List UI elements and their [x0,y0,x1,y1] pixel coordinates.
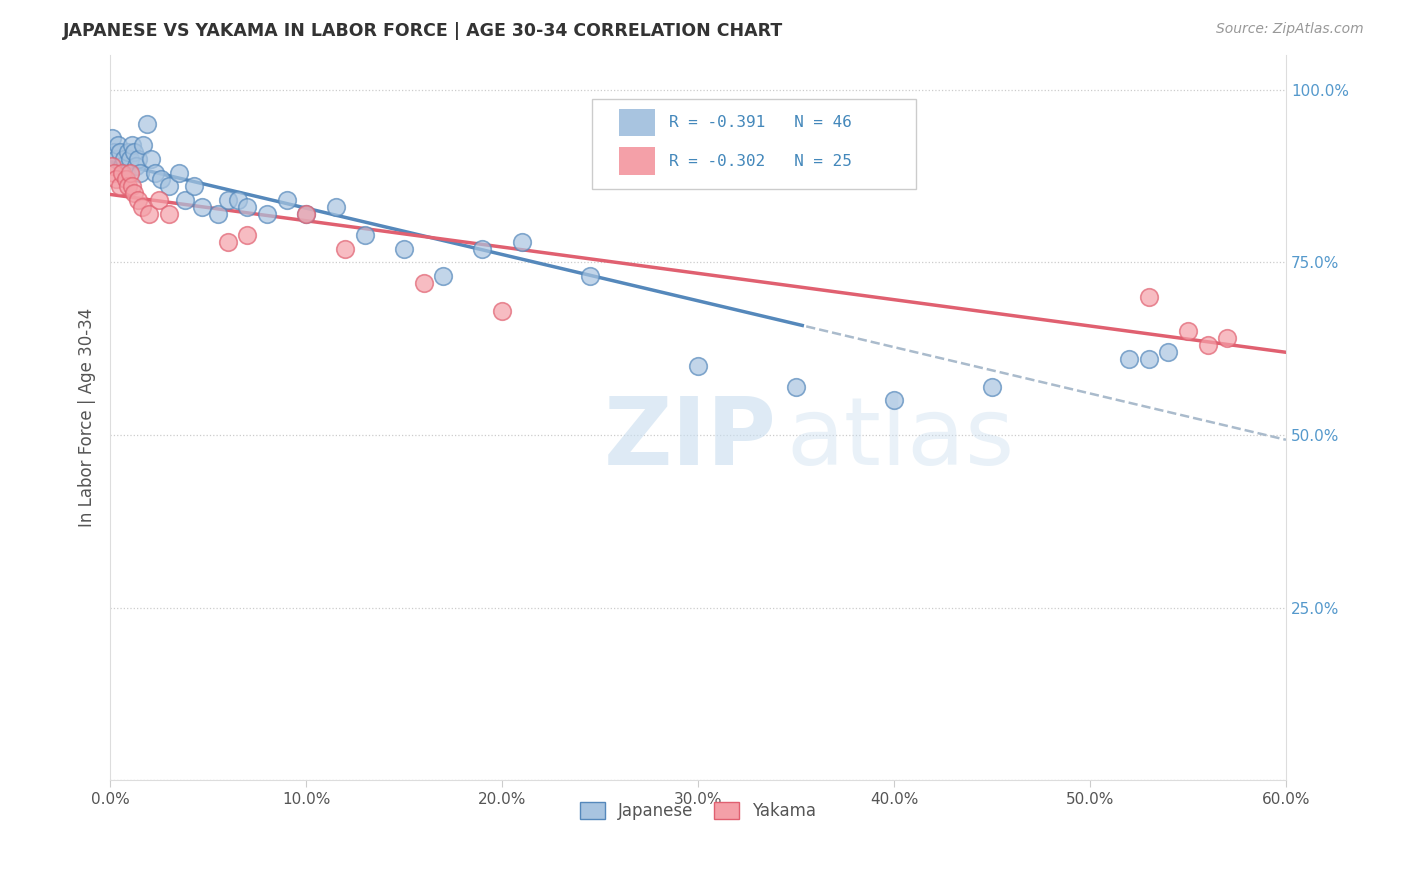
Point [121,179,143,194]
Point [167,165,190,179]
Text: R = -0.302   N = 25: R = -0.302 N = 25 [669,153,852,169]
Point [105,152,128,166]
Point [510,235,533,249]
Point [491,303,513,318]
Point [392,242,415,256]
Point [141,152,163,166]
Point [1157,345,1180,359]
Point [335,242,357,256]
Point [295,207,318,221]
FancyBboxPatch shape [592,99,915,189]
Point [785,379,807,393]
Point [226,193,249,207]
Point [118,152,141,166]
Point [1137,351,1160,366]
Point [236,200,259,214]
Point [121,137,143,152]
Point [138,207,160,221]
Point [114,165,136,179]
Point [108,179,131,194]
Point [579,269,602,284]
Point [471,242,494,256]
Text: R = -0.391   N = 46: R = -0.391 N = 46 [669,115,852,130]
Point [131,200,153,214]
Point [143,165,166,179]
Point [111,159,134,173]
Point [136,117,159,131]
Legend: Japanese, Yakama: Japanese, Yakama [574,795,823,826]
Point [128,165,150,179]
Text: atlas: atlas [786,393,1015,485]
Text: Source: ZipAtlas.com: Source: ZipAtlas.com [1216,22,1364,37]
Point [217,193,239,207]
Point [117,145,139,159]
Point [1216,331,1239,345]
Point [114,172,136,186]
Point [432,269,454,284]
Point [981,379,1004,393]
Y-axis label: In Labor Force | Age 30-34: In Labor Force | Age 30-34 [79,308,96,527]
Point [207,207,229,221]
Point [157,207,180,221]
Point [1197,338,1219,352]
Point [217,235,239,249]
Point [112,152,135,166]
Point [127,193,149,207]
Point [107,137,129,152]
Point [103,165,125,179]
Bar [619,109,655,136]
Point [105,172,128,186]
Point [191,200,214,214]
Point [103,145,125,159]
Text: ZIP: ZIP [605,393,778,485]
Point [124,159,146,173]
Point [132,137,155,152]
Point [883,393,905,408]
Point [276,193,298,207]
Point [236,227,259,242]
Point [101,159,124,173]
Point [108,145,131,159]
Point [1137,290,1160,304]
Point [295,207,318,221]
Point [354,227,377,242]
Bar [619,147,655,175]
Point [111,165,134,179]
Point [1118,351,1140,366]
Point [412,276,434,290]
Text: JAPANESE VS YAKAMA IN LABOR FORCE | AGE 30-34 CORRELATION CHART: JAPANESE VS YAKAMA IN LABOR FORCE | AGE … [63,22,783,40]
Point [183,179,205,194]
Point [101,131,124,145]
Point [118,165,141,179]
Point [157,179,180,194]
Point [686,359,709,373]
Point [256,207,278,221]
Point [127,152,149,166]
Point [122,186,145,201]
Point [173,193,195,207]
Point [148,193,170,207]
Point [117,179,139,194]
Point [1177,325,1199,339]
Point [150,172,173,186]
Point [122,145,145,159]
Point [325,200,347,214]
